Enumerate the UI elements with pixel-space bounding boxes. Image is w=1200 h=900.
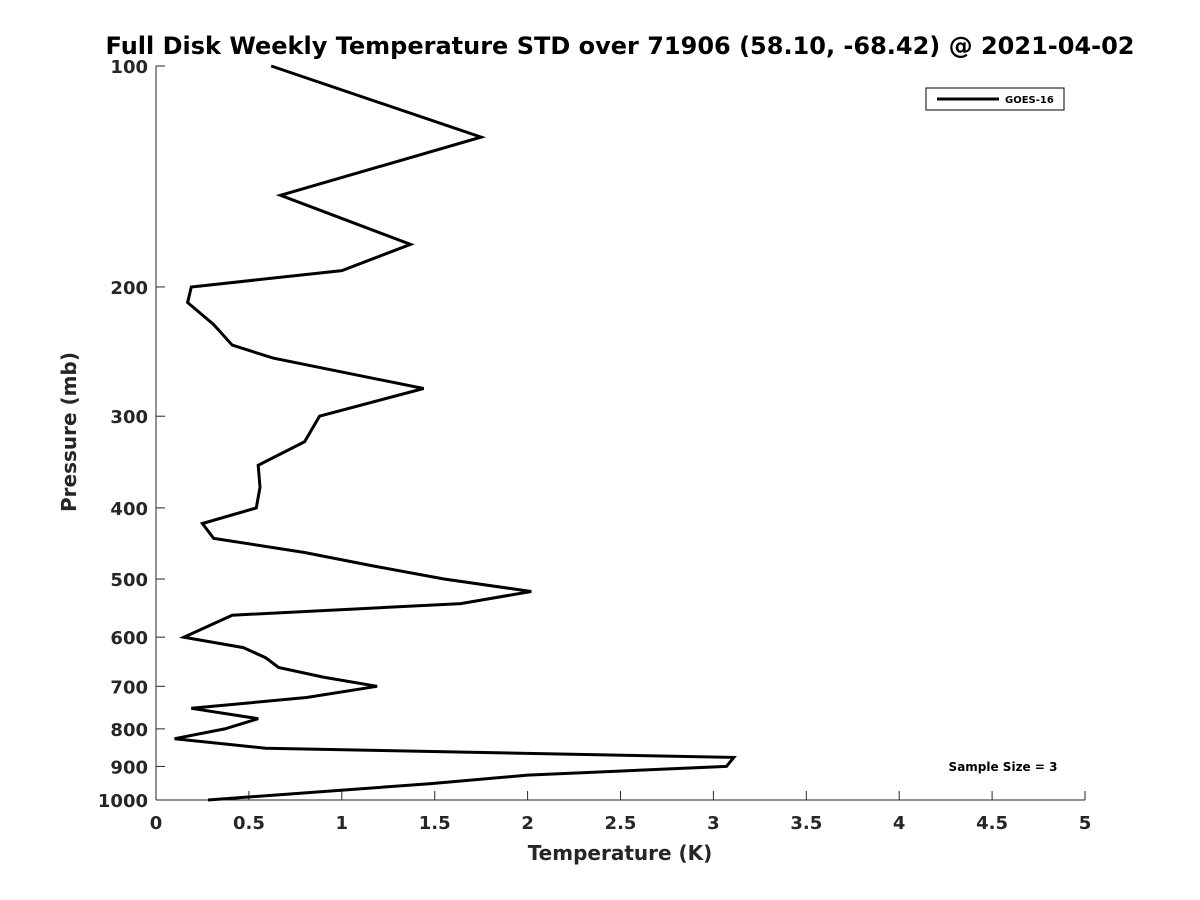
y-tick-label: 800 bbox=[110, 720, 148, 741]
series-line-goes-16 bbox=[174, 64, 737, 802]
y-tick-label: 500 bbox=[110, 570, 148, 591]
x-tick-label: 2 bbox=[521, 813, 534, 834]
y-tick-label: 600 bbox=[110, 628, 148, 649]
y-tick-label: 200 bbox=[110, 278, 148, 299]
x-tick-label: 1 bbox=[336, 813, 349, 834]
x-tick-label: 3.5 bbox=[790, 813, 822, 834]
x-tick-label: 4 bbox=[893, 813, 906, 834]
y-tick-label: 700 bbox=[110, 677, 148, 698]
y-tick-label: 900 bbox=[110, 757, 148, 778]
x-tick-label: 1.5 bbox=[419, 813, 451, 834]
x-tick-label: 2.5 bbox=[605, 813, 637, 834]
y-tick-label: 400 bbox=[110, 499, 148, 520]
x-tick-label: 5 bbox=[1079, 813, 1092, 834]
x-tick-label: 0.5 bbox=[233, 813, 265, 834]
series-group bbox=[174, 64, 737, 802]
legend: GOES-16 bbox=[925, 87, 1065, 111]
legend-label: GOES-16 bbox=[1005, 95, 1054, 106]
y-tick-label: 300 bbox=[110, 407, 148, 428]
axes: 0 0.5 1 1.5 2 2.5 3 3.5 4 4.5 5 100 200 300 400 500 600 7… bbox=[98, 57, 1091, 834]
y-tick-label: 100 bbox=[110, 57, 148, 78]
x-axis-label: Temperature (K) bbox=[528, 841, 713, 865]
chart-title: Full Disk Weekly Temperature STD over 71… bbox=[106, 32, 1135, 60]
y-axis-label: Pressure (mb) bbox=[57, 352, 81, 512]
y-tick-label: 1000 bbox=[98, 791, 148, 812]
x-tick-label: 4.5 bbox=[976, 813, 1008, 834]
sample-size-annotation: Sample Size = 3 bbox=[949, 760, 1058, 774]
x-tick-label: 3 bbox=[707, 813, 720, 834]
x-tick-label: 0 bbox=[150, 813, 163, 834]
